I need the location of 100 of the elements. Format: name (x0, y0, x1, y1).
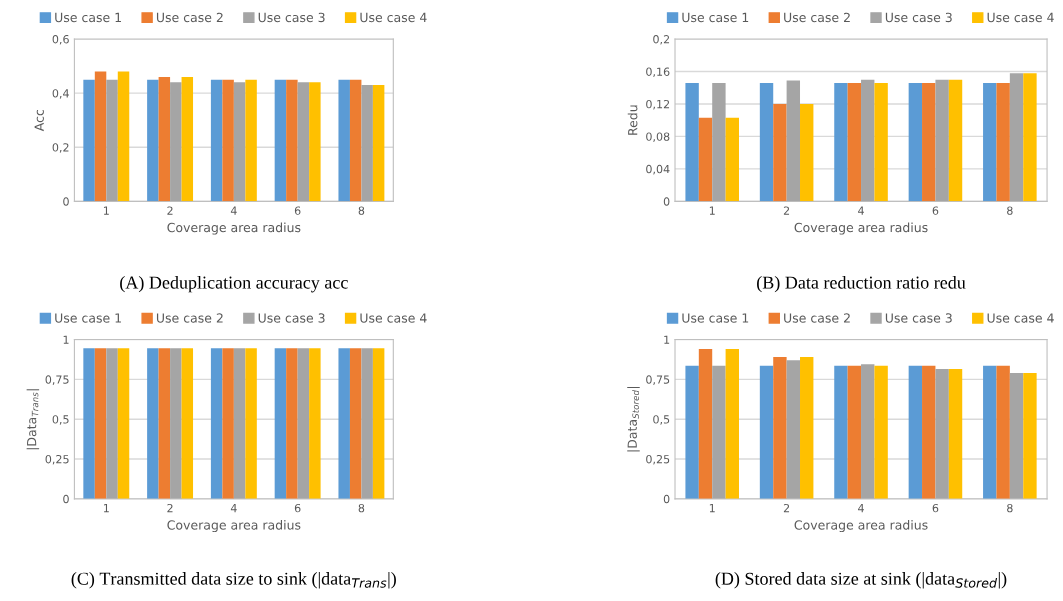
x-axis-title: Coverage area radius (167, 222, 301, 235)
legend-label: Use case 4 (360, 313, 427, 323)
bar (874, 82, 888, 202)
y-tick-label: 0,5 (653, 415, 670, 425)
text: (D) Stored data size at sink (|data$_{Stored}$|) (715, 572, 1007, 589)
bar (922, 365, 936, 499)
y-tick-label: 0,08 (646, 132, 670, 142)
y-axis-title: |Data$_{Stored}$| (627, 386, 640, 452)
x-tick-label: 4 (858, 504, 864, 513)
bar (935, 79, 949, 202)
bar (685, 82, 699, 202)
bar (773, 357, 787, 499)
bar (948, 369, 963, 499)
x-tick-label: 2 (167, 206, 173, 215)
y-tick-label: 0,04 (646, 164, 670, 175)
bar (773, 103, 787, 202)
bar (1023, 373, 1037, 499)
bar (861, 79, 875, 202)
bar (996, 82, 1010, 202)
x-tick-label: 6 (932, 503, 939, 513)
legend-label: Use case 1 (682, 313, 749, 323)
bar (1009, 73, 1024, 202)
legend-label: Use case 3 (885, 12, 952, 23)
bar (908, 365, 923, 499)
text: (B) Data reduction ratio redu (757, 275, 966, 293)
y-tick-label: 0,25 (45, 454, 69, 465)
legend-label: Use case 1 (682, 12, 749, 23)
x-tick-label: 2 (783, 503, 790, 513)
legend-label: Use case 3 (258, 12, 325, 23)
y-tick-label: 0,6 (52, 35, 69, 45)
x-tick-label: 8 (1007, 206, 1013, 215)
y-tick-label: 0,2 (653, 35, 670, 45)
bar (922, 82, 936, 202)
bar (935, 369, 949, 499)
y-tick-label: 1 (63, 335, 69, 344)
bar (847, 82, 862, 202)
bar (908, 82, 923, 202)
x-tick-label: 8 (1007, 503, 1013, 513)
bar (725, 117, 739, 202)
y-tick-label: 0,12 (646, 99, 670, 110)
legend-label: Use case 1 (55, 12, 121, 23)
bar (786, 360, 801, 499)
x-tick-label: 4 (230, 206, 237, 215)
y-tick-label: 1 (664, 335, 670, 344)
x-tick-label: 2 (783, 206, 790, 215)
bar (712, 365, 726, 499)
bar (800, 103, 814, 202)
x-axis-title: Coverage area radius (794, 222, 928, 235)
bar (725, 349, 739, 499)
y-axis-title: Redu (627, 105, 638, 135)
y-tick-label: 0,75 (646, 375, 670, 385)
bar (996, 365, 1010, 499)
bar (834, 82, 848, 202)
y-tick-label: 0 (663, 494, 670, 504)
legend-label: Use case 4 (987, 313, 1054, 323)
x-tick-label: 2 (167, 503, 173, 513)
y-tick-label: 0,75 (45, 375, 69, 385)
bar (698, 349, 713, 499)
y-tick-label: 0,25 (646, 454, 670, 465)
y-axis-title: |Data$_{Trans}$| (26, 389, 40, 450)
y-axis-title: Acc (34, 109, 44, 132)
bar (800, 357, 814, 499)
bar (1009, 373, 1024, 499)
legend-label: Use case 2 (784, 12, 850, 23)
x-tick-label: 6 (294, 503, 301, 513)
x-axis-title: Coverage area radius (794, 520, 928, 533)
bar (948, 79, 963, 202)
bar (759, 82, 774, 202)
legend-label: Use case 2 (156, 12, 223, 23)
x-tick-label: 4 (858, 206, 864, 215)
legend-label: Use case 4 (360, 12, 427, 23)
x-tick-label: 1 (709, 206, 715, 215)
y-tick-label: 0,2 (52, 143, 69, 153)
x-tick-label: 6 (294, 206, 301, 215)
x-tick-label: 1 (103, 504, 109, 513)
x-tick-label: 8 (358, 206, 365, 215)
bar (698, 117, 713, 202)
x-axis-title: Coverage area radius (167, 520, 301, 533)
y-tick-label: 0 (663, 197, 670, 206)
bar (834, 365, 848, 499)
y-tick-label: 0 (63, 197, 69, 206)
x-tick-label: 8 (358, 503, 365, 513)
y-tick-label: 0,4 (52, 89, 69, 99)
y-tick-label: 0,16 (646, 67, 670, 78)
bar (786, 80, 801, 202)
bar (712, 82, 726, 202)
bar (759, 365, 774, 499)
legend-label: Use case 3 (885, 313, 952, 323)
x-tick-label: 4 (230, 504, 237, 513)
legend-label: Use case 4 (987, 12, 1054, 23)
bar (847, 365, 862, 499)
bar (1023, 73, 1037, 202)
bar (685, 365, 699, 499)
bar (983, 365, 997, 499)
y-tick-label: 0,5 (52, 415, 69, 425)
y-tick-label: 0 (63, 494, 69, 504)
bar (874, 365, 888, 499)
text: (C) Transmitted data size to sink (|data$_{Trans}$|) (71, 572, 396, 589)
legend-label: Use case 2 (156, 313, 223, 323)
x-tick-label: 1 (103, 206, 109, 215)
